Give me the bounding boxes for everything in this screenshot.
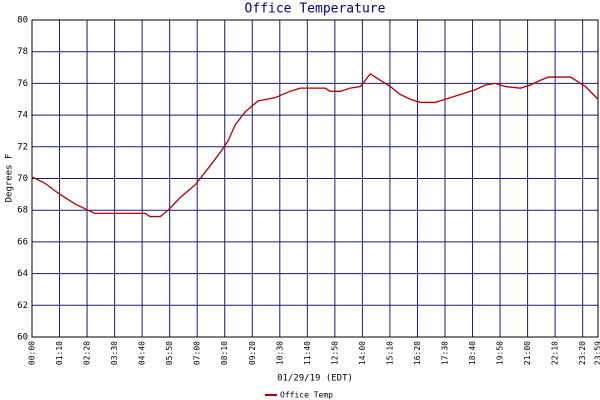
x-tick-label: 08:10 <box>220 341 229 365</box>
y-tick-label: 64 <box>17 269 28 279</box>
x-tick-label: 23:59 <box>594 341 600 365</box>
y-tick-label: 76 <box>17 79 28 89</box>
chart-title: Office Temperature <box>245 2 386 17</box>
legend-label: Office Temp <box>280 391 333 400</box>
plot-border <box>31 19 599 338</box>
x-tick-label: 19:50 <box>496 341 505 365</box>
x-tick-label: 21:00 <box>523 341 532 365</box>
x-tick-label: 16:20 <box>413 341 422 365</box>
y-axis-label: Degrees F <box>5 154 15 203</box>
x-tick-label: 22:10 <box>551 341 560 365</box>
x-tick-label: 03:30 <box>110 341 119 365</box>
x-tick-label: 11:40 <box>303 341 312 365</box>
x-tick-label: 14:00 <box>358 341 367 365</box>
x-tick-label: 02:20 <box>83 341 92 365</box>
x-tick-label: 01:10 <box>55 341 64 365</box>
y-tick-label: 78 <box>17 47 28 57</box>
x-tick-label: 17:30 <box>440 341 449 365</box>
x-tick-label: 18:40 <box>468 341 477 365</box>
x-tick-label: 12:50 <box>330 341 339 365</box>
x-axis-label: 01/29/19 (EDT) <box>277 374 353 384</box>
y-tick-label: 70 <box>17 174 28 184</box>
x-tick-label: 15:10 <box>385 341 394 365</box>
y-tick-label: 62 <box>17 301 28 311</box>
data-line <box>31 73 599 218</box>
y-tick-label: 72 <box>17 142 28 152</box>
x-tick-label: 10:30 <box>275 341 284 365</box>
x-tick-label: 05:50 <box>165 341 174 365</box>
x-tick-label: 09:20 <box>248 341 257 365</box>
x-tick-label: 04:40 <box>138 341 147 365</box>
x-tick-label: 07:00 <box>193 341 202 365</box>
x-tick-label: 00:00 <box>28 341 37 365</box>
y-tick-label: 74 <box>17 111 28 121</box>
y-tick-label: 68 <box>17 206 28 216</box>
y-tick-label: 80 <box>17 16 28 26</box>
x-tick-label: 23:20 <box>578 341 587 365</box>
y-tick-label: 66 <box>17 237 28 247</box>
y-tick-label: 60 <box>17 333 28 343</box>
